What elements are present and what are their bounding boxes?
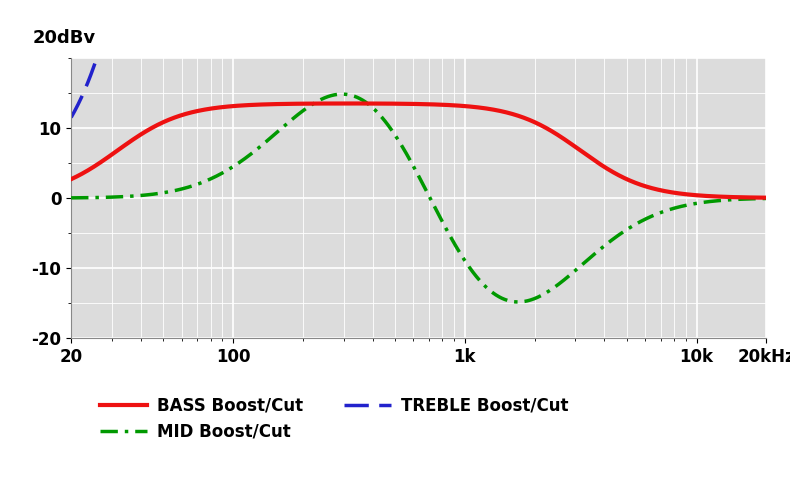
Text: 20dBv: 20dBv xyxy=(33,29,96,47)
Legend: BASS Boost/Cut, MID Boost/Cut, TREBLE Boost/Cut: BASS Boost/Cut, MID Boost/Cut, TREBLE Bo… xyxy=(93,390,575,447)
